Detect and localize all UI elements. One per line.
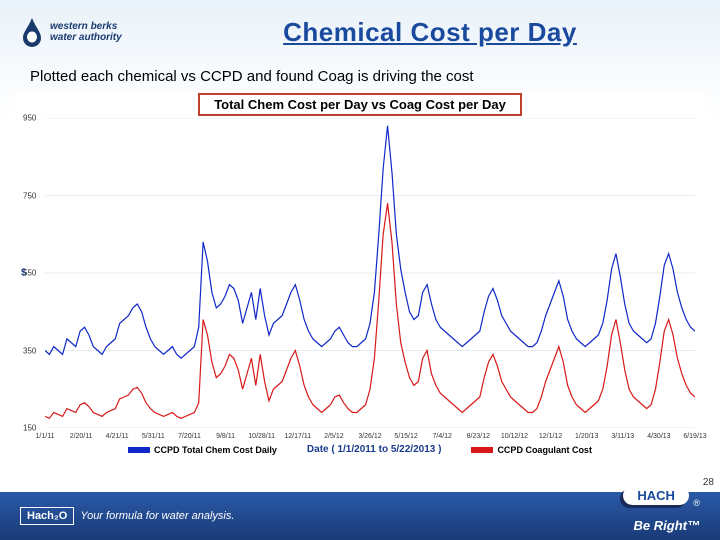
footer-bar: Hach₂O Your formula for water analysis. … [0,492,720,540]
y-tick: 550 [23,269,36,278]
x-tick: 4/21/11 [106,433,129,440]
y-tick: 950 [23,114,36,123]
x-tick: 12/1/12 [539,433,562,440]
water-drop-icon [20,16,44,48]
x-tick: 4/30/13 [647,433,670,440]
x-tick: 5/15/12 [394,433,417,440]
hach-badge: HACH [623,486,689,505]
date-range-label: Date ( 1/1/2011 to 5/22/2013 ) [307,444,442,455]
main-chart: Total Chem Cost per Day vs Coag Cost per… [15,93,705,455]
x-tick: 3/11/13 [611,433,634,440]
legend-label-coag: CCPD Coagulant Cost [497,445,592,455]
wbwa-logo: western berks water authority [20,8,180,56]
x-tick: 6/19/13 [683,433,706,440]
logo-line1: western berks [50,21,122,32]
hach2o-tagline: Your formula for water analysis. [80,510,234,522]
x-tick: 2/5/12 [324,433,343,440]
hach-branding: HACH ® Be Right™ [623,498,700,535]
x-tick: 10/28/11 [248,433,275,440]
hach2o-logo: Hach₂O [20,507,74,525]
legend-swatch-coag [471,447,493,453]
chart-legend-row: CCPD Total Chem Cost Daily Date ( 1/1/20… [15,444,705,455]
x-tick: 7/20/11 [178,433,201,440]
x-tick: 9/8/11 [216,433,235,440]
page-subtitle: Plotted each chemical vs CCPD and found … [0,60,720,87]
x-tick: 3/26/12 [358,433,381,440]
page-number: 28 [703,477,714,488]
legend-item-coag: CCPD Coagulant Cost [471,445,592,455]
be-right-tag: Be Right™ [634,518,700,533]
y-tick: 350 [23,346,36,355]
x-tick: 10/12/12 [501,433,528,440]
x-tick: 1/1/11 [36,433,55,440]
x-tick: 2/20/11 [70,433,93,440]
y-tick: 150 [23,424,36,433]
page-title: Chemical Cost per Day [160,17,700,48]
x-tick: 12/17/11 [284,433,311,440]
x-tick: 7/4/12 [432,433,451,440]
hach2o-branding: Hach₂O Your formula for water analysis. [20,507,234,525]
legend-label-total: CCPD Total Chem Cost Daily [154,445,277,455]
x-tick: 5/31/11 [142,433,165,440]
logo-line2: water authority [50,32,122,43]
chart-lines [45,118,695,428]
chart-title: Total Chem Cost per Day vs Coag Cost per… [198,93,522,116]
x-tick: 1/20/13 [575,433,598,440]
legend-item-total: CCPD Total Chem Cost Daily [128,445,277,455]
legend-swatch-total [128,447,150,453]
y-tick: 750 [23,191,36,200]
x-tick: 8/23/12 [467,433,490,440]
